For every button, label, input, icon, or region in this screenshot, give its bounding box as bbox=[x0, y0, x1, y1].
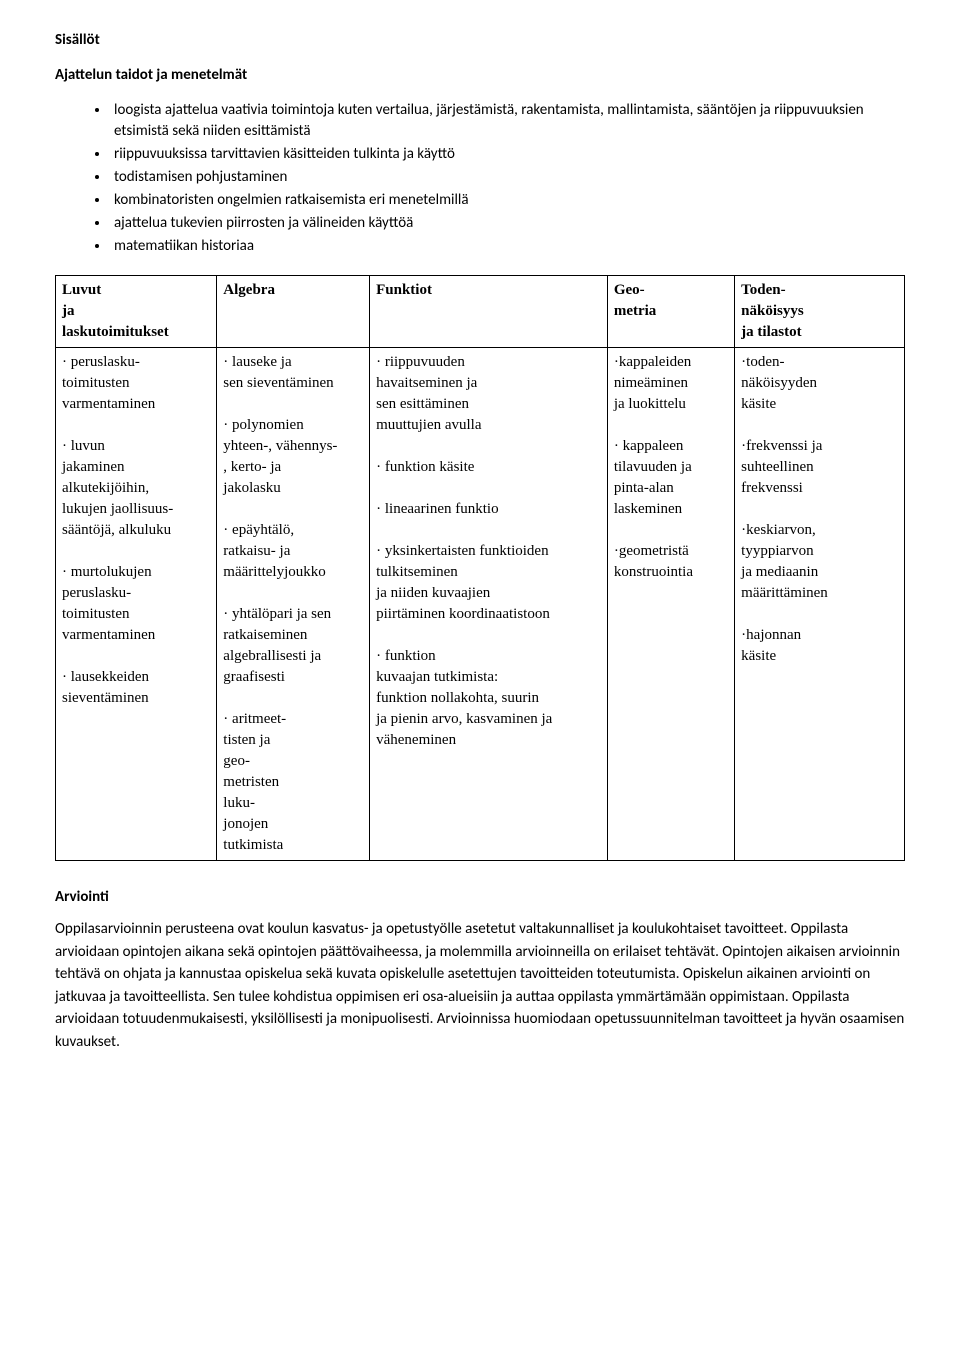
table-cell: · riippuvuudenhavaitseminen jasen esittä… bbox=[370, 348, 608, 861]
table-header: Geo-metria bbox=[607, 276, 734, 348]
page-heading: Sisällöt bbox=[55, 30, 905, 51]
content-table: Luvutjalaskutoimitukset Algebra Funktiot… bbox=[55, 275, 905, 861]
list-item: kombinatoristen ongelmien ratkaisemista … bbox=[110, 190, 905, 211]
body-paragraph: Oppilasarvioinnin perusteena ovat koulun… bbox=[55, 918, 905, 1053]
table-header: Algebra bbox=[217, 276, 370, 348]
table-cell: ·toden-näköisyydenkäsite·frekvenssi jasu… bbox=[735, 348, 905, 861]
list-item: todistamisen pohjustaminen bbox=[110, 167, 905, 188]
table-cell: ·kappaleidennimeäminenja luokittelu· kap… bbox=[607, 348, 734, 861]
list-item: riippuvuuksissa tarvittavien käsitteiden… bbox=[110, 144, 905, 165]
section-subheading: Ajattelun taidot ja menetelmät bbox=[55, 65, 905, 86]
table-header: Funktiot bbox=[370, 276, 608, 348]
section-title-arviointi: Arviointi bbox=[55, 887, 905, 908]
list-item: matematiikan historiaa bbox=[110, 236, 905, 257]
table-header-row: Luvutjalaskutoimitukset Algebra Funktiot… bbox=[56, 276, 905, 348]
table-cell: · peruslasku-toimitustenvarmentaminen· l… bbox=[56, 348, 217, 861]
table-cell: · lauseke jasen sieventäminen· polynomie… bbox=[217, 348, 370, 861]
bullet-list: loogista ajattelua vaativia toimintoja k… bbox=[110, 100, 905, 257]
table-header: Toden-näköisyysja tilastot bbox=[735, 276, 905, 348]
list-item: loogista ajattelua vaativia toimintoja k… bbox=[110, 100, 905, 142]
table-header: Luvutjalaskutoimitukset bbox=[56, 276, 217, 348]
table-row: · peruslasku-toimitustenvarmentaminen· l… bbox=[56, 348, 905, 861]
list-item: ajattelua tukevien piirrosten ja välinei… bbox=[110, 213, 905, 234]
